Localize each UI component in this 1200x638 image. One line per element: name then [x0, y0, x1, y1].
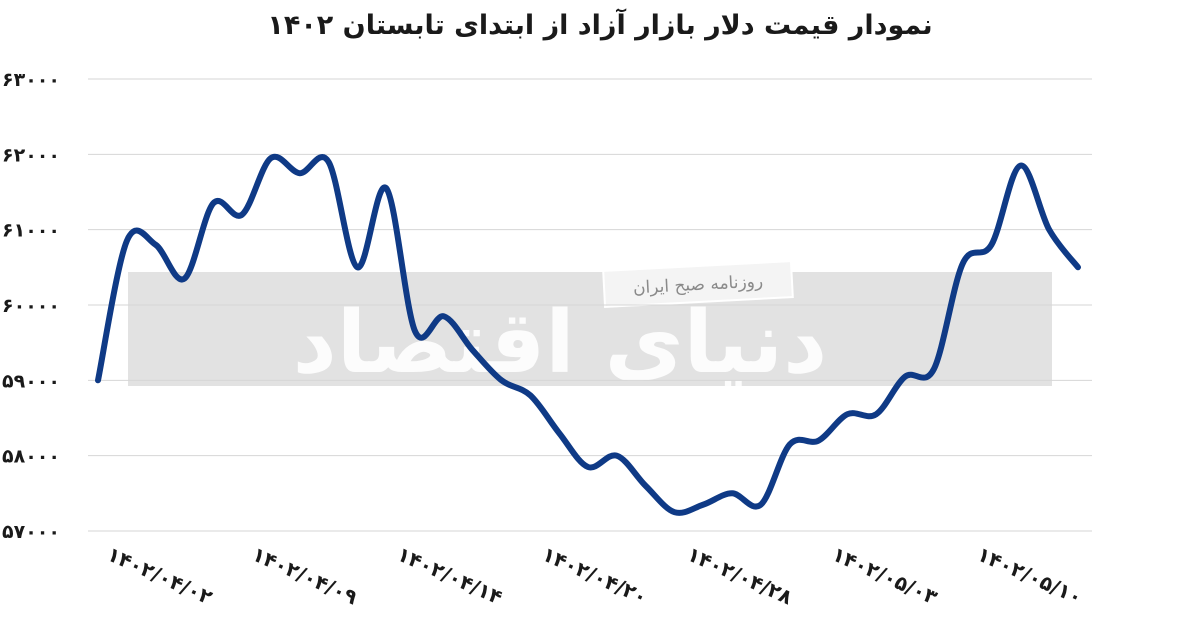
- watermark: دنیای اقتصاد روزنامه صبح ایران: [128, 260, 1052, 393]
- y-axis: ۵۷۰۰۰ ۵۸۰۰۰ ۵۹۰۰۰ ۶۰۰۰۰ ۶۱۰۰۰ ۶۲۰۰۰ ۶۳۰۰۰: [2, 69, 60, 543]
- y-tick-label: ۶۳۰۰۰: [2, 69, 60, 91]
- chart-title: نمودار قیمت دلار بازار آزاد از ابتدای تا…: [267, 10, 933, 41]
- x-axis: ۱۴۰۲/۰۴/۰۲ ۱۴۰۲/۰۴/۰۹ ۱۴۰۲/۰۴/۱۴ ۱۴۰۲/۰۴/۲۰…: [104, 542, 1086, 610]
- x-tick-label: ۱۴۰۲/۰۴/۲۸: [684, 542, 796, 610]
- price-line: [95, 153, 1081, 516]
- y-tick-label: ۵۹۰۰۰: [2, 370, 60, 392]
- watermark-band: [128, 272, 1052, 386]
- x-tick-label: ۱۴۰۲/۰۵/۰۳: [829, 542, 941, 610]
- y-tick-label: ۵۸۰۰۰: [2, 446, 60, 468]
- x-tick-label: ۱۴۰۲/۰۴/۱۴: [394, 542, 506, 610]
- watermark-badge: [602, 260, 794, 308]
- x-tick-label: ۱۴۰۲/۰۴/۰۹: [249, 542, 361, 610]
- series-layer: [95, 153, 1081, 516]
- x-tick-label: ۱۴۰۲/۰۵/۱۰: [974, 542, 1086, 610]
- gridlines: [88, 78, 1092, 532]
- y-tick-label: ۵۷۰۰۰: [2, 521, 60, 543]
- y-tick-label: ۶۰۰۰۰: [2, 295, 60, 317]
- watermark-logo-text: دنیای اقتصاد: [293, 293, 828, 393]
- x-tick-label: ۱۴۰۲/۰۴/۰۲: [104, 542, 216, 610]
- y-tick-label: ۶۲۰۰۰: [2, 144, 60, 166]
- x-tick-label: ۱۴۰۲/۰۴/۲۰: [539, 542, 651, 610]
- y-tick-label: ۶۱۰۰۰: [2, 220, 60, 242]
